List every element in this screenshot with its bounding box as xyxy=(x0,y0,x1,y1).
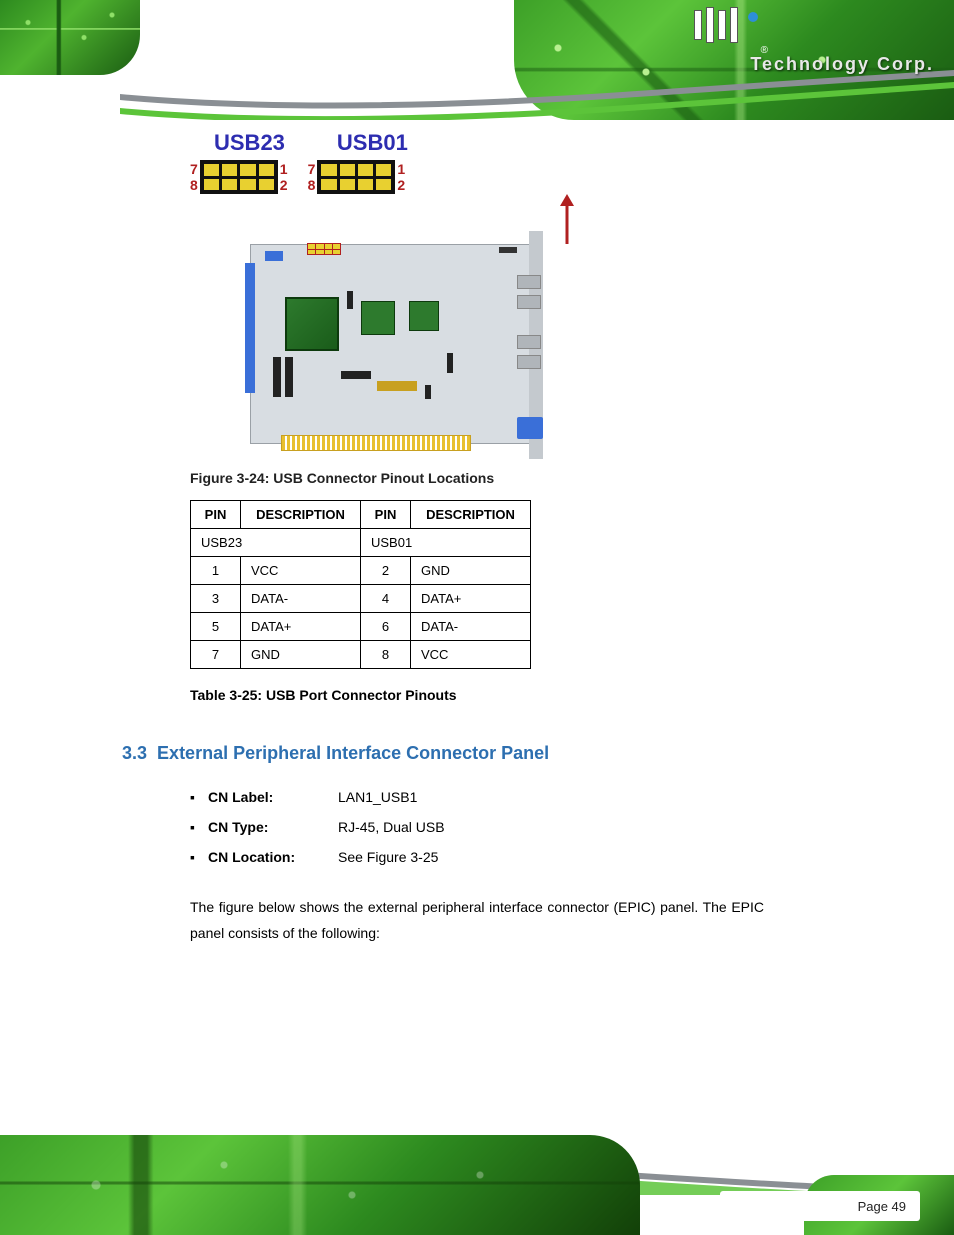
section-title: External Peripheral Interface Connector … xyxy=(157,743,549,763)
callout-arrow xyxy=(240,194,894,244)
top-banner: ® Technology Corp. xyxy=(0,0,954,140)
cell: 1 xyxy=(191,557,241,585)
northbridge-chip xyxy=(361,301,395,335)
list-item: ▪ CN Label: LAN1_USB1 xyxy=(190,782,894,812)
swoosh-top xyxy=(120,70,954,120)
cell: GND xyxy=(241,641,361,669)
pin-7b: 7 xyxy=(308,161,316,177)
pcb-texture-bottom-left xyxy=(0,1135,640,1235)
figure-caption: Figure 3-24: USB Connector Pinout Locati… xyxy=(190,470,894,486)
cell: DATA+ xyxy=(411,585,531,613)
connector-spec-list: ▪ CN Label: LAN1_USB1 ▪ CN Type: RJ-45, … xyxy=(190,782,894,872)
subhdr-usb01: USB01 xyxy=(361,529,531,557)
section-heading: 3.3 External Peripheral Interface Connec… xyxy=(122,743,894,764)
table-caption: Table 3-25: USB Port Connector Pinouts xyxy=(190,687,894,703)
table-caption-text: Table 3-25: USB Port Connector Pinouts xyxy=(190,687,457,703)
io-port xyxy=(517,295,541,309)
pin-1: 1 xyxy=(280,161,288,177)
spec-value: LAN1_USB1 xyxy=(338,782,417,812)
spec-value: RJ-45, Dual USB xyxy=(338,812,445,842)
cell: 7 xyxy=(191,641,241,669)
cell: 3 xyxy=(191,585,241,613)
io-port xyxy=(517,275,541,289)
cell: 4 xyxy=(361,585,411,613)
component xyxy=(447,353,453,373)
small-header xyxy=(499,247,517,253)
list-item: ▪ CN Type: RJ-45, Dual USB xyxy=(190,812,894,842)
th-desc-l: DESCRIPTION xyxy=(241,501,361,529)
component xyxy=(377,381,417,391)
component xyxy=(341,371,371,379)
spec-label: CN Location: xyxy=(208,842,338,872)
bullet-icon: ▪ xyxy=(190,842,208,872)
southbridge-chip xyxy=(409,301,439,331)
gold-finger-edge xyxy=(281,435,471,451)
component xyxy=(273,357,281,397)
section-number: 3.3 xyxy=(122,743,147,763)
pin-1b: 1 xyxy=(397,161,405,177)
cell: VCC xyxy=(411,641,531,669)
usb-header-diagram: USB23 USB01 7 8 1 2 7 xyxy=(190,130,610,194)
usb-header-on-board xyxy=(307,243,341,255)
cell: GND xyxy=(411,557,531,585)
pin-header-usb01 xyxy=(317,160,395,194)
pin-2: 2 xyxy=(280,177,288,193)
pin-header-usb23 xyxy=(200,160,278,194)
figure-caption-text: Figure 3-24: USB Connector Pinout Locati… xyxy=(190,470,494,486)
table-row: 1 VCC 2 GND xyxy=(191,557,531,585)
pin-8: 8 xyxy=(190,177,198,193)
spec-label: CN Type: xyxy=(208,812,338,842)
pcb-texture-top-left xyxy=(0,0,140,75)
cell: 2 xyxy=(361,557,411,585)
component xyxy=(347,291,353,309)
th-pin-r: PIN xyxy=(361,501,411,529)
component xyxy=(285,357,293,397)
cell: DATA- xyxy=(411,613,531,641)
page-content: USB23 USB01 7 8 1 2 7 xyxy=(60,130,894,946)
component xyxy=(425,385,431,399)
page-number-box: Page 49 xyxy=(720,1191,920,1221)
vga-port xyxy=(517,417,543,439)
pci-slot-edge xyxy=(245,263,255,393)
spec-value: See Figure 3-25 xyxy=(338,842,438,872)
cell: DATA+ xyxy=(241,613,361,641)
pin-7: 7 xyxy=(190,161,198,177)
pin-8b: 8 xyxy=(308,177,316,193)
cell: VCC xyxy=(241,557,361,585)
usb01-label: USB01 xyxy=(337,130,408,156)
table-row: 5 DATA+ 6 DATA- xyxy=(191,613,531,641)
th-pin-l: PIN xyxy=(191,501,241,529)
spec-label: CN Label: xyxy=(208,782,338,812)
iei-logo: ® xyxy=(694,10,754,50)
bullet-icon: ▪ xyxy=(190,782,208,812)
list-item: ▪ CN Location: See Figure 3-25 xyxy=(190,842,894,872)
th-desc-r: DESCRIPTION xyxy=(411,501,531,529)
component xyxy=(265,251,283,261)
page-number: Page 49 xyxy=(858,1199,906,1214)
board-illustration xyxy=(250,244,530,444)
cell: 6 xyxy=(361,613,411,641)
table-row: 7 GND 8 VCC xyxy=(191,641,531,669)
cell: DATA- xyxy=(241,585,361,613)
subhdr-usb23: USB23 xyxy=(191,529,361,557)
usb23-label: USB23 xyxy=(214,130,285,156)
pinout-table: PIN DESCRIPTION PIN DESCRIPTION USB23 US… xyxy=(190,500,531,669)
section-intro-paragraph: The figure below shows the external peri… xyxy=(190,894,764,946)
usb23-header-block: 7 8 1 2 xyxy=(190,160,288,194)
bottom-banner: Page 49 xyxy=(0,1105,954,1235)
brand-label: Technology Corp. xyxy=(750,54,934,75)
cell: 8 xyxy=(361,641,411,669)
cell: 5 xyxy=(191,613,241,641)
pin-2b: 2 xyxy=(397,177,405,193)
bullet-icon: ▪ xyxy=(190,812,208,842)
cpu-chip xyxy=(285,297,339,351)
table-row: 3 DATA- 4 DATA+ xyxy=(191,585,531,613)
io-port xyxy=(517,335,541,349)
usb01-header-block: 7 8 1 2 xyxy=(308,160,406,194)
io-port xyxy=(517,355,541,369)
